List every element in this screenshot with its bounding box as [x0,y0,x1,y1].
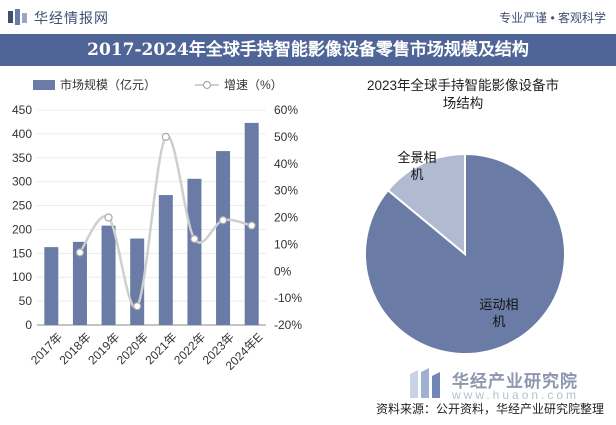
growth-line [78,135,252,309]
x-axis: 2017年2018年2019年2020年2021年2022年2023年2024年… [28,330,266,373]
y-left-tick-label: 150 [12,246,32,260]
bar [187,178,202,325]
pie-title-line-1: 2023年全球手持智能影像设备市 [367,77,559,93]
y-right-tick-label: -20% [274,318,302,332]
title-bar: 2017-2024年全球手持智能影像设备零售市场规模及结构 [0,34,616,66]
bar [101,225,116,325]
y-right-tick-label: 60% [274,103,298,117]
y-left-tick-label: 450 [12,103,32,117]
legend-line-marker [202,80,212,90]
top-bar: 华经情报网 专业严谨 • 客观科学 [0,0,616,34]
growth-point [75,248,85,257]
y-right-tick-label: 50% [274,130,298,144]
data-source-note: 资料来源：公开资料，华经产业研究院整理 [375,402,604,416]
brand-logo-icon [8,9,27,25]
bar-line-legend: 市场规模（亿元） 增速（%） [33,77,283,92]
growth-point [161,132,170,141]
y-left-tick-label: 0 [25,318,32,332]
growth-point [218,216,228,225]
y-left-tick-label: 400 [12,127,32,141]
growth-point [104,213,113,222]
chart-area: 市场规模（亿元） 增速（%） 0 50 100 150 200 250 300 350 400 4… [12,77,566,373]
legend-line-label: 增速（%） [224,78,283,92]
pie-label-panoramic-camera-cont: 机 [410,167,423,182]
pie-slice-panoramic-camera [386,152,466,257]
y-left-tick-label: 50 [19,294,33,308]
watermark-brand: 华经产业研究院 [452,372,578,391]
y-left-tick-label: 200 [12,222,32,236]
y-right-tick-label: 0% [274,264,292,278]
watermark-url: www.huaon.com [452,388,580,402]
y-right-tick-label: 20% [274,211,298,225]
y-left-tick-label: 250 [12,199,32,213]
growth-line-series [75,132,256,311]
slogan: 专业严谨 • 客观科学 [499,11,606,25]
legend-bar-label: 市场规模（亿元） [60,77,156,92]
bar [158,195,173,325]
bar [72,241,87,325]
pie-label-action-camera: 运动相 [479,297,518,312]
y-left-tick-label: 100 [12,270,32,284]
y-left-tick-label: 350 [12,151,32,165]
y-right-tick-label: 10% [274,237,298,251]
y-right-tick-label: -10% [274,291,302,305]
growth-point [133,302,142,311]
brand-name: 华经情报网 [34,10,109,26]
bar [130,238,145,325]
pie-label-panoramic-camera: 全景相 [397,150,436,165]
y-right-tick-label: 40% [274,157,298,171]
bar [216,151,231,325]
bar [44,247,59,325]
page-title: 2017-2024年全球手持智能影像设备零售市场规模及结构 [87,40,529,60]
bar-series [44,122,259,326]
watermark-logo-icon [410,368,440,398]
legend-bar-swatch [33,80,55,90]
y-left-tick-label: 300 [12,175,32,189]
y-right-tick-label: 30% [274,184,298,198]
growth-point [247,221,256,230]
growth-point [190,234,199,244]
pie-title-line-2: 场结构 [443,96,484,111]
y-right-axis: -20% -10% 0% 10% 20% 30% 40% 50% 60% [274,103,302,332]
pie-label-action-camera-cont: 机 [492,314,505,329]
